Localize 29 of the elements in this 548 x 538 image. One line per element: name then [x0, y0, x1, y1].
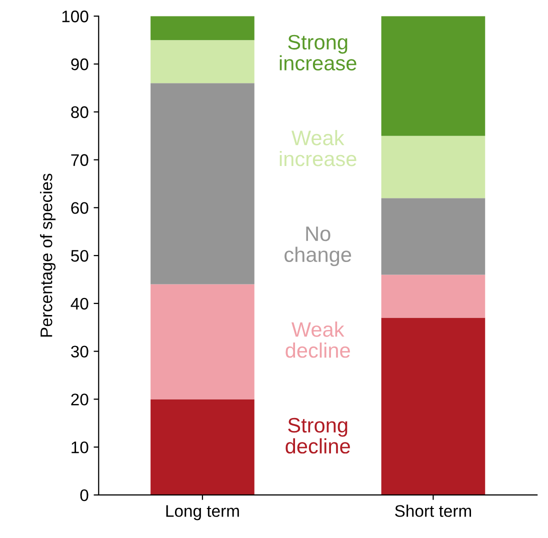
y-tick-label: 20 [71, 394, 88, 406]
bar [381, 16, 486, 136]
bar [150, 83, 254, 284]
y-tick-label: 60 [71, 202, 88, 214]
series-label: Strong decline [286, 418, 350, 454]
y-tick-label: 70 [71, 154, 88, 166]
series-label: No change [284, 226, 352, 266]
y-tick-label: 0 [80, 489, 88, 502]
bar [150, 284, 254, 400]
bar [150, 40, 254, 84]
series-label: Strong increase [280, 34, 356, 71]
y-tick-label: 50 [71, 250, 88, 262]
bar [150, 399, 254, 495]
series-label: Weak increase [280, 130, 356, 166]
y-tick-label: 90 [71, 58, 88, 70]
y-tick-label: 40 [70, 298, 88, 310]
y-tick-label: 80 [71, 106, 88, 118]
bar [150, 16, 254, 40]
bar [381, 198, 486, 275]
bar [381, 274, 486, 318]
y-tick-label: 30 [71, 346, 88, 358]
x-tick-label: Short term [395, 504, 472, 517]
bar [381, 318, 486, 495]
series-label: Weak decline [286, 322, 350, 358]
bar [381, 136, 486, 198]
x-tick-label: Long term [166, 505, 239, 520]
y-axis-title: Percentage of species [40, 174, 56, 337]
y-tick-label: 10 [72, 441, 88, 454]
y-tick-label: 100 [62, 10, 88, 22]
